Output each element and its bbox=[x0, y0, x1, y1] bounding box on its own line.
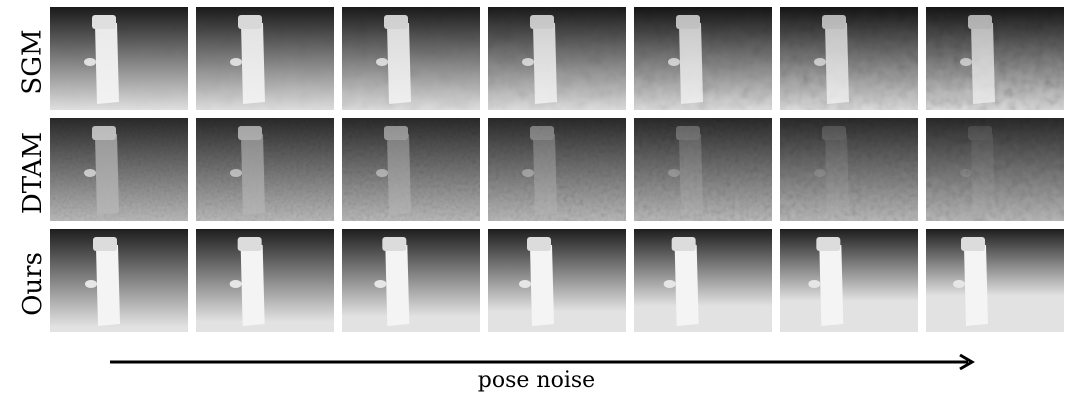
depth-map-dtam-1 bbox=[50, 118, 188, 221]
depth-map-ours-1 bbox=[50, 229, 188, 332]
depth-map-sgm-7 bbox=[926, 7, 1064, 110]
depth-row-ours bbox=[50, 229, 1064, 332]
depth-map-sgm-4 bbox=[488, 7, 626, 110]
depth-map-sgm-6 bbox=[780, 7, 918, 110]
row-label-ours-text: Ours bbox=[18, 252, 48, 316]
depth-map-dtam-5 bbox=[634, 118, 772, 221]
depth-map-dtam-3 bbox=[342, 118, 480, 221]
depth-map-dtam-2 bbox=[196, 118, 334, 221]
depth-map-ours-7 bbox=[926, 229, 1064, 332]
depth-row-dtam bbox=[50, 118, 1064, 221]
row-label-sgm-text: SGM bbox=[18, 29, 49, 95]
pose-noise-arrow bbox=[110, 353, 975, 371]
depth-map-ours-6 bbox=[780, 229, 918, 332]
depth-map-grid bbox=[50, 7, 1064, 340]
axis-label-pose-noise: pose noise bbox=[477, 368, 596, 393]
depth-map-sgm-5 bbox=[634, 7, 772, 110]
depth-map-ours-2 bbox=[196, 229, 334, 332]
depth-map-ours-4 bbox=[488, 229, 626, 332]
depth-map-sgm-1 bbox=[50, 7, 188, 110]
depth-map-ours-3 bbox=[342, 229, 480, 332]
depth-map-dtam-4 bbox=[488, 118, 626, 221]
depth-map-dtam-7 bbox=[926, 118, 1064, 221]
depth-row-sgm bbox=[50, 7, 1064, 110]
row-label-dtam-text: DTAM bbox=[18, 131, 49, 215]
depth-map-ours-5 bbox=[634, 229, 772, 332]
depth-map-sgm-3 bbox=[342, 7, 480, 110]
depth-map-sgm-2 bbox=[196, 7, 334, 110]
depth-map-dtam-6 bbox=[780, 118, 918, 221]
